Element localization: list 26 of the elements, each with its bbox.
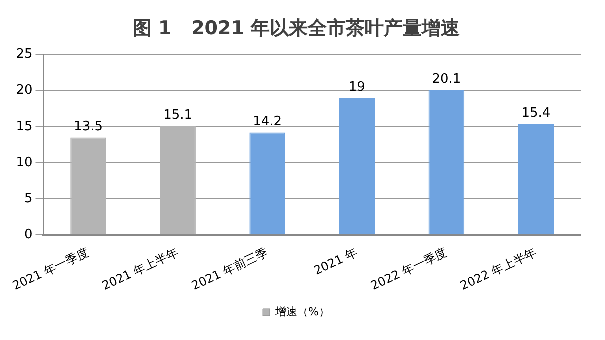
y-tick-label: 0 [24, 228, 33, 243]
data-label: 20.1 [432, 72, 462, 88]
data-label: 19 [348, 80, 366, 95]
y-tick-label: 15 [16, 119, 33, 134]
chart-title: 图 1 2021 年以来全市茶叶产量增速 [132, 17, 460, 40]
y-tick-label: 25 [16, 47, 33, 62]
y-tick-label: 10 [16, 155, 33, 170]
data-label: 15.4 [522, 106, 551, 121]
bar [339, 98, 376, 235]
y-tick-label: 5 [24, 191, 33, 206]
data-label: 15.1 [164, 108, 193, 124]
legend-label: 增速（%） [274, 305, 330, 318]
x-tick-label: 2022 年一季度 [368, 246, 450, 294]
bar [518, 124, 554, 235]
x-tick-label: 2021 年一季度 [10, 246, 92, 294]
bar [160, 126, 196, 235]
bar [428, 90, 465, 235]
x-tick-label: 2021 年上半年 [100, 246, 181, 294]
data-label: 13.5 [74, 120, 103, 135]
data-label: 14.2 [253, 114, 282, 130]
x-tick-label: 2021 年前三季 [190, 246, 270, 294]
bar [70, 138, 106, 235]
y-tick-label: 20 [16, 83, 33, 98]
bar [250, 132, 286, 235]
x-tick-label: 2021 年 [312, 246, 360, 278]
x-tick-label: 2022 年上半年 [458, 246, 539, 294]
